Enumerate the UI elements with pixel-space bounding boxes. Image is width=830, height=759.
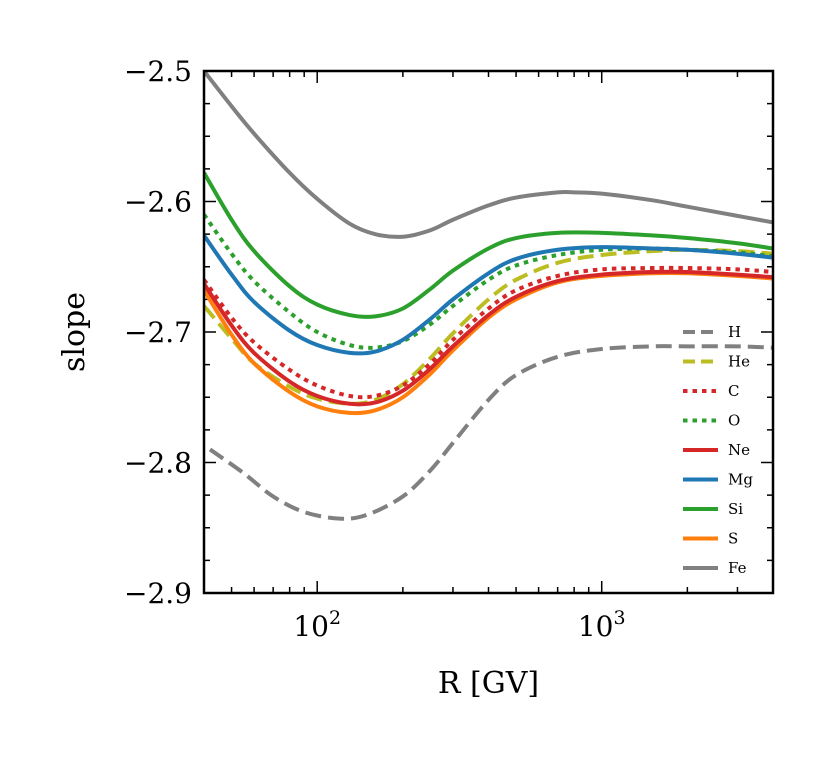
legend-label-fe: Fe bbox=[728, 559, 747, 577]
legend-label-o: O bbox=[728, 412, 740, 430]
plot-frame bbox=[202, 69, 775, 595]
series-line-si bbox=[204, 171, 773, 319]
series-lines bbox=[204, 71, 773, 521]
legend: H He CO Ne Mg Si S Fe bbox=[683, 323, 753, 577]
series-line-s bbox=[204, 270, 773, 416]
legend-label-si: Si bbox=[728, 500, 743, 518]
legend-label-c: C bbox=[728, 382, 739, 400]
x-tick-label: 103 bbox=[578, 607, 626, 643]
legend-label-ne: Ne bbox=[728, 441, 750, 459]
y-axis-label: slope bbox=[57, 292, 92, 372]
series-line-c bbox=[204, 265, 773, 400]
legend-label-he: He bbox=[728, 353, 750, 371]
series-line-fe bbox=[204, 71, 773, 239]
x-axis-label: R [GV] bbox=[438, 666, 539, 701]
legend-label-h: H bbox=[728, 323, 741, 341]
y-tick-label: −2.7 bbox=[124, 316, 192, 349]
y-tick-label: −2.5 bbox=[124, 55, 192, 88]
y-tick-label: −2.9 bbox=[124, 577, 192, 610]
series-line-ne bbox=[204, 269, 773, 407]
legend-label-mg: Mg bbox=[728, 471, 753, 489]
series-line-o bbox=[204, 213, 773, 350]
x-tick-label: 102 bbox=[293, 607, 341, 643]
tick-labels: −2.9 −2.8 −2.7 −2.6 −2.5 102 103 bbox=[124, 55, 626, 643]
series-line-h bbox=[208, 344, 773, 521]
y-tick-label: −2.8 bbox=[124, 447, 192, 480]
series-line-he bbox=[204, 247, 773, 406]
legend-label-s: S bbox=[728, 530, 738, 548]
y-tick-label: −2.6 bbox=[124, 186, 192, 219]
series-line-mg bbox=[204, 234, 773, 356]
